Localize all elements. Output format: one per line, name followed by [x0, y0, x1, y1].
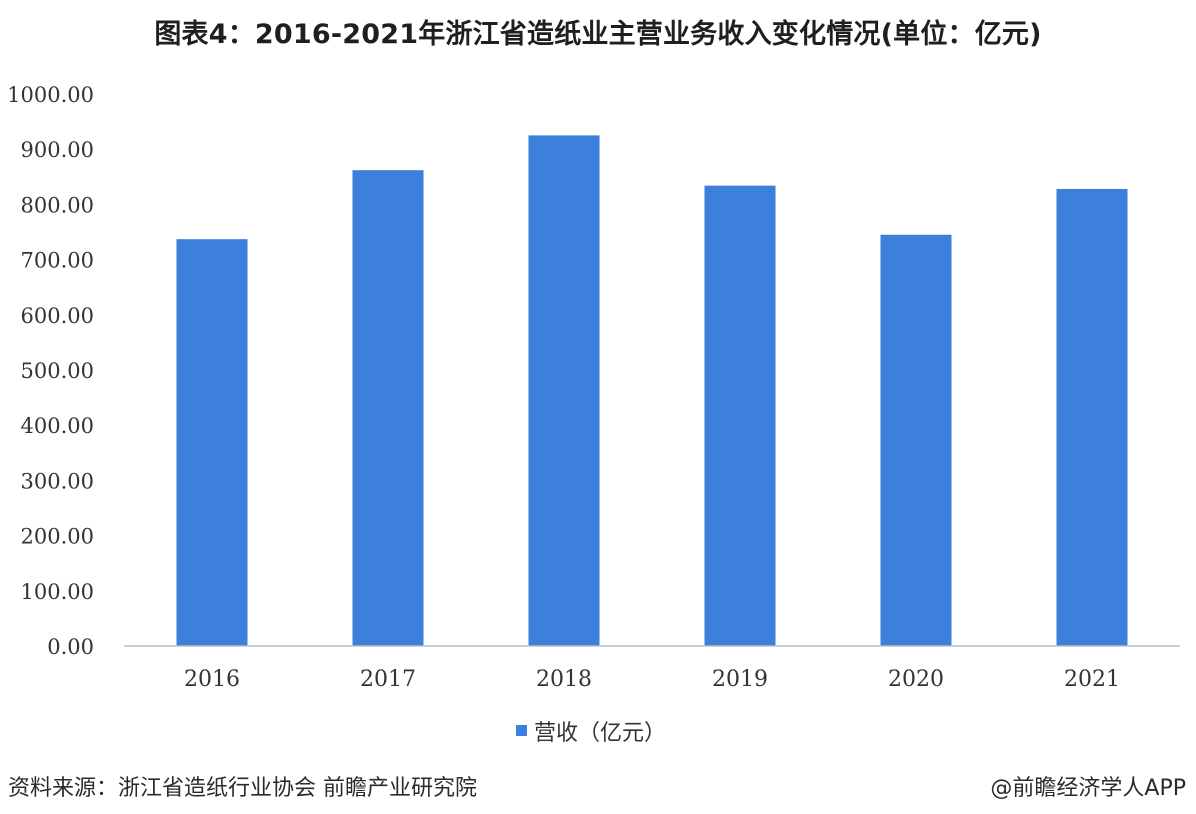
bar-2018	[528, 135, 600, 646]
bar-2017	[352, 170, 424, 646]
legend-swatch	[516, 725, 527, 736]
bar-2021	[1056, 188, 1128, 646]
x-tick-label: 2020	[888, 667, 944, 692]
legend: 营收（亿元）	[516, 721, 666, 746]
y-tick-label: 200.00	[21, 525, 94, 549]
y-tick-label: 800.00	[21, 193, 94, 217]
bar-series	[176, 135, 1128, 646]
bar-2016	[176, 239, 248, 646]
x-axis: 2016 2017 2018 2019 2020 2021	[124, 645, 1180, 692]
source-note: 资料来源：浙江省造纸行业协会 前瞻产业研究院	[8, 776, 477, 801]
bar-2019	[704, 185, 776, 646]
x-tick-label: 2016	[184, 667, 240, 692]
y-tick-label: 400.00	[21, 414, 94, 438]
y-tick-label: 500.00	[21, 359, 94, 383]
y-tick-label: 900.00	[21, 138, 94, 162]
y-tick-label: 100.00	[21, 580, 94, 604]
y-tick-label: 300.00	[21, 469, 94, 493]
credit-note: @前瞻经济学人APP	[990, 776, 1186, 801]
y-tick-label: 600.00	[21, 304, 94, 328]
y-tick-label: 0.00	[47, 635, 94, 659]
y-tick-label: 1000.00	[7, 83, 94, 107]
bar-2020	[880, 234, 952, 646]
x-tick-label: 2017	[360, 667, 416, 692]
x-tick-label: 2019	[712, 667, 768, 692]
y-tick-label: 700.00	[21, 249, 94, 273]
x-tick-label: 2018	[536, 667, 592, 692]
x-tick-label: 2021	[1064, 667, 1120, 692]
chart-title: 图表4：2016-2021年浙江省造纸业主营业务收入变化情况(单位：亿元)	[154, 19, 1042, 50]
legend-label: 营收（亿元）	[534, 721, 666, 746]
y-axis: 0.00 100.00 200.00 300.00 400.00 500.00 600.00…	[7, 83, 94, 659]
